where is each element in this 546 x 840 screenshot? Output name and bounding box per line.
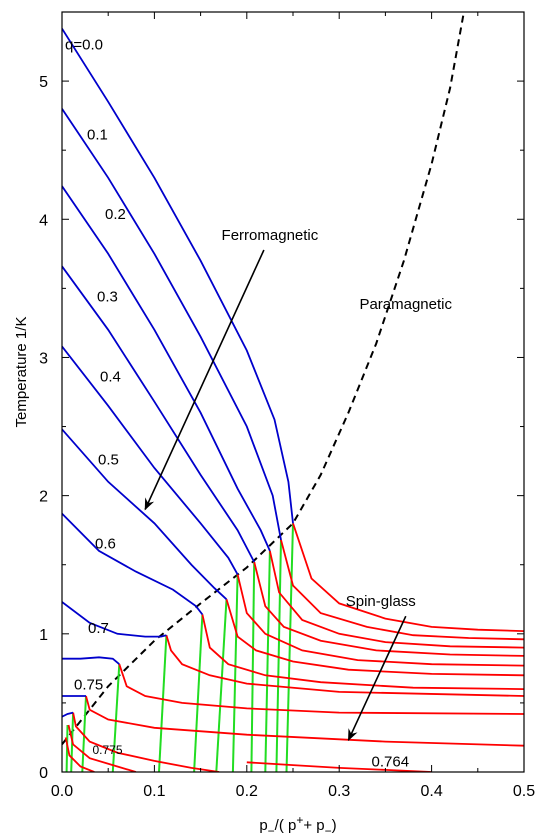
mixed-phase-line xyxy=(81,695,87,772)
ferro-curve-label: 0.3 xyxy=(97,288,118,305)
spinglass-curve xyxy=(85,695,524,747)
plot-frame xyxy=(61,11,525,773)
ferro-curve-label: 0.75 xyxy=(74,677,103,694)
ferro-curve-label: 0.7 xyxy=(88,620,109,637)
mixed-phase-line xyxy=(158,635,168,772)
ferro-curve xyxy=(62,345,239,575)
mixed-phase-line xyxy=(193,614,204,772)
spinglass-curve xyxy=(225,599,524,677)
ferro-curve-label: 0.1 xyxy=(87,127,108,144)
ferro-curve xyxy=(62,185,271,552)
spinglass-curve xyxy=(67,724,137,772)
mixed-phase-line xyxy=(215,599,228,772)
y-axis-title: Temperature 1/K xyxy=(13,317,30,428)
ferro-curve-label: 0.4 xyxy=(100,368,121,385)
ferro-curve xyxy=(62,512,204,616)
x-tick-label: 0.4 xyxy=(420,783,442,800)
annotation-label: Ferromagnetic xyxy=(222,227,319,244)
spinglass-curve xyxy=(201,614,524,690)
annotation-label: Spin-glass xyxy=(346,593,416,610)
spinglass-curve xyxy=(253,561,524,657)
mixed-phase-line xyxy=(231,574,239,772)
spinglass-curve-label: 0.764 xyxy=(372,753,410,770)
ferro-curve xyxy=(62,601,167,638)
spinglass-curve xyxy=(292,523,524,632)
annotation-label: Paramagnetic xyxy=(359,296,452,313)
mixed-phase-line xyxy=(65,724,69,772)
x-tick-label: 0.0 xyxy=(51,783,73,800)
mixed-phase-line xyxy=(285,523,294,772)
mixed-phase-line xyxy=(275,539,282,772)
phase-boundary-dashed-line xyxy=(62,12,465,746)
ferro-curve-label: 0.5 xyxy=(98,451,119,468)
spinglass-curve xyxy=(236,574,524,667)
mixed-phase-line xyxy=(111,664,121,772)
x-axis-title: p−/( p++ p−) xyxy=(259,813,336,838)
spinglass-curve xyxy=(269,550,524,649)
ferro-curve-label: 0.2 xyxy=(105,206,126,223)
x-tick-label: 0.5 xyxy=(513,783,535,800)
phase-boundary xyxy=(62,12,465,746)
spinglass-curve xyxy=(64,737,95,772)
y-tick-label: 0 xyxy=(39,765,48,782)
x-tick-label: 0.2 xyxy=(236,783,258,800)
ferro-curve xyxy=(62,428,228,600)
ferro-curve xyxy=(62,108,282,541)
y-tick-label: 1 xyxy=(39,627,48,644)
axis-ticks: 0.0 0.1 0.2 0.3 0.4 0.5 0 1 2 3 4 5 xyxy=(39,11,535,800)
spinglass-curve xyxy=(165,634,524,697)
y-tick-label: 3 xyxy=(39,350,48,367)
mixed-phase-line xyxy=(264,550,271,772)
ferro-curve xyxy=(62,656,120,665)
spinglass-curve-label: 0.775 xyxy=(92,743,122,757)
spinglass-curve xyxy=(72,712,220,772)
ferro-curve xyxy=(62,711,74,718)
annotations: Ferromagnetic Paramagnetic Spin-glass xyxy=(144,227,452,742)
spinglass-curve xyxy=(280,539,524,641)
curve-labels: q=0.0 0.1 0.2 0.3 0.4 0.5 0.6 0.7 0.75 0.764 0.775 xyxy=(65,37,409,771)
ferro-curve-label: 0.6 xyxy=(95,536,116,553)
y-tick-label: 5 xyxy=(39,74,48,91)
ferro-curve-label: q=0.0 xyxy=(65,37,103,54)
spinglass-curve xyxy=(118,663,524,715)
annotation-arrow xyxy=(144,249,265,511)
y-tick-label: 4 xyxy=(39,212,48,229)
x-tick-label: 0.1 xyxy=(143,783,165,800)
spinglass-curves xyxy=(64,523,524,772)
y-tick-label: 2 xyxy=(39,489,48,506)
axes-frame xyxy=(61,11,525,773)
annotation-arrow xyxy=(347,615,407,742)
ferro-curve xyxy=(62,28,294,524)
mixed-phase-line xyxy=(250,561,256,772)
x-tick-label: 0.3 xyxy=(328,783,350,800)
